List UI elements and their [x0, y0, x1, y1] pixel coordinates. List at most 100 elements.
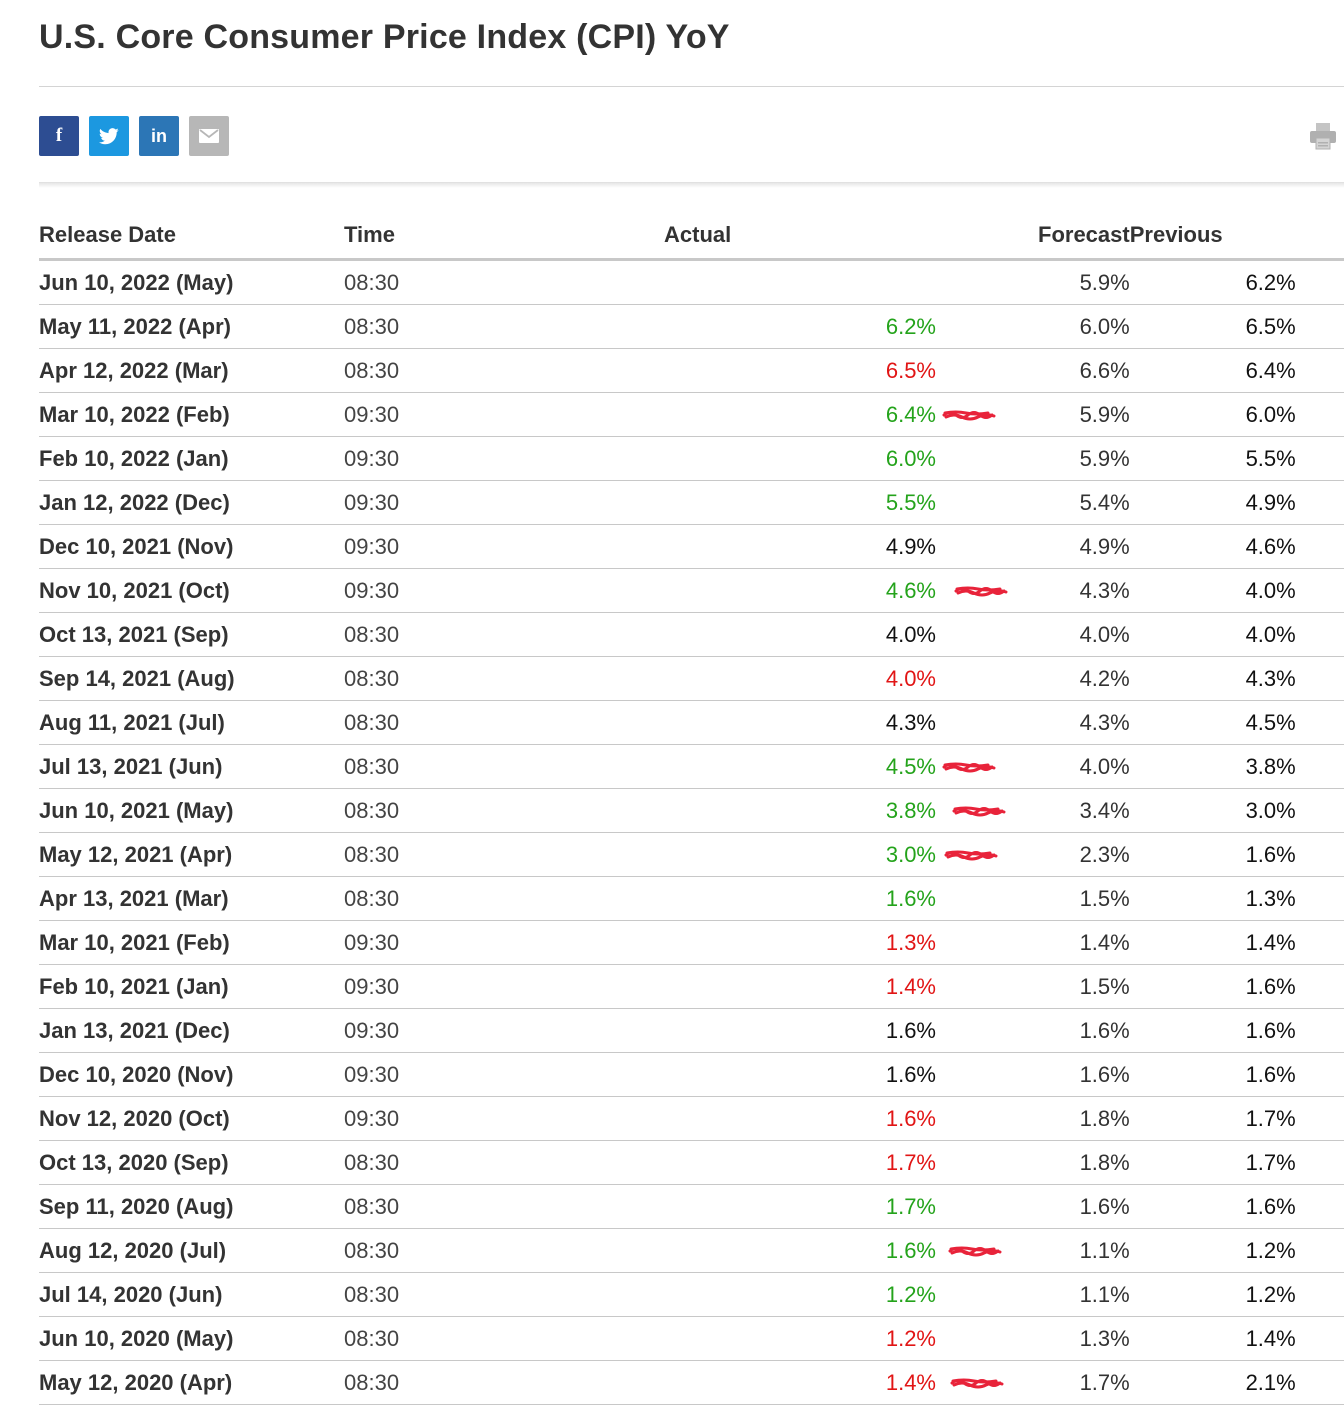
row-padding-cell — [1295, 259, 1344, 305]
table-row: Aug 11, 2021 (Jul) 08:30 4.3% 4.3% 4.5% — [39, 700, 1344, 745]
previous-value-cell: 1.2% — [1129, 1228, 1296, 1273]
release-time-cell: 08:30 — [344, 1228, 664, 1273]
release-date-cell: Sep 14, 2021 (Aug) — [39, 656, 344, 701]
forecast-value-cell: 4.0% — [1038, 612, 1130, 657]
printer-icon[interactable] — [1308, 121, 1338, 151]
actual-value-cell — [664, 259, 936, 305]
forecast-value-cell: 1.8% — [1038, 1140, 1130, 1185]
annotation-cell — [936, 392, 1038, 437]
row-padding-cell — [1295, 1140, 1344, 1185]
table-row: Sep 14, 2021 (Aug) 08:30 4.0% 4.2% 4.3% — [39, 656, 1344, 701]
forecast-value-cell: 5.9% — [1038, 392, 1130, 437]
annotation-cell — [936, 920, 1038, 965]
actual-value-cell: 1.4% — [664, 1360, 936, 1405]
column-header-padding — [1295, 212, 1344, 261]
table-row: Apr 13, 2021 (Mar) 08:30 1.6% 1.5% 1.3% — [39, 876, 1344, 921]
forecast-value-cell: 6.6% — [1038, 348, 1130, 393]
column-header-previous[interactable]: Previous — [1129, 212, 1296, 261]
column-header-release-date[interactable]: Release Date — [39, 212, 344, 261]
release-date-cell: Jul 14, 2020 (Jun) — [39, 1272, 344, 1317]
release-date-cell: May 11, 2022 (Apr) — [39, 304, 344, 349]
envelope-icon — [199, 129, 219, 143]
annotation-cell — [936, 259, 1038, 305]
forecast-value-cell: 5.4% — [1038, 480, 1130, 525]
release-time-cell: 09:30 — [344, 524, 664, 569]
annotation-cell — [936, 656, 1038, 701]
previous-value-cell: 3.8% — [1129, 744, 1296, 789]
annotation-cell — [936, 744, 1038, 789]
table-row: Feb 10, 2021 (Jan) 09:30 1.4% 1.5% 1.6% — [39, 964, 1344, 1009]
column-header-actual[interactable]: Actual — [664, 212, 936, 261]
annotation-cell — [936, 1096, 1038, 1141]
actual-value-cell: 4.0% — [664, 612, 936, 657]
annotation-cell — [936, 1228, 1038, 1273]
linkedin-share-button[interactable]: in — [139, 116, 179, 156]
forecast-value-cell: 5.9% — [1038, 436, 1130, 481]
twitter-share-button[interactable] — [89, 116, 129, 156]
red-scribble-mark — [950, 1378, 1004, 1388]
actual-value-cell: 4.0% — [664, 656, 936, 701]
previous-value-cell: 4.9% — [1129, 480, 1296, 525]
actual-value-cell: 1.6% — [664, 1052, 936, 1097]
column-header-forecast[interactable]: Forecast — [1038, 212, 1130, 261]
annotation-cell — [936, 1360, 1038, 1405]
forecast-value-cell: 4.2% — [1038, 656, 1130, 701]
release-time-cell: 09:30 — [344, 964, 664, 1009]
actual-value-cell: 6.5% — [664, 348, 936, 393]
previous-value-cell: 1.7% — [1129, 1096, 1296, 1141]
annotation-cell — [936, 832, 1038, 877]
email-share-button[interactable] — [189, 116, 229, 156]
release-time-cell: 08:30 — [344, 832, 664, 877]
table-header-row: Release Date Time Actual Forecast Previo… — [39, 212, 1344, 261]
row-padding-cell — [1295, 964, 1344, 1009]
row-padding-cell — [1295, 480, 1344, 525]
row-padding-cell — [1295, 656, 1344, 701]
previous-value-cell: 1.6% — [1129, 1184, 1296, 1229]
release-time-cell: 08:30 — [344, 1272, 664, 1317]
actual-value-cell: 6.2% — [664, 304, 936, 349]
release-time-cell: 08:30 — [344, 700, 664, 745]
table-row: Jan 12, 2022 (Dec) 09:30 5.5% 5.4% 4.9% — [39, 480, 1344, 525]
actual-value-cell: 1.6% — [664, 1096, 936, 1141]
release-time-cell: 08:30 — [344, 304, 664, 349]
release-time-cell: 08:30 — [344, 788, 664, 833]
table-row: Oct 13, 2020 (Sep) 08:30 1.7% 1.8% 1.7% — [39, 1140, 1344, 1185]
actual-value-cell: 4.5% — [664, 744, 936, 789]
previous-value-cell: 1.6% — [1129, 964, 1296, 1009]
forecast-value-cell: 4.9% — [1038, 524, 1130, 569]
column-header-time[interactable]: Time — [344, 212, 664, 261]
table-row: Oct 13, 2021 (Sep) 08:30 4.0% 4.0% 4.0% — [39, 612, 1344, 657]
toolbar-shadow — [39, 182, 1344, 188]
annotation-cell — [936, 964, 1038, 1009]
table-row: Dec 10, 2021 (Nov) 09:30 4.9% 4.9% 4.6% — [39, 524, 1344, 569]
row-padding-cell — [1295, 436, 1344, 481]
previous-value-cell: 6.2% — [1129, 259, 1296, 305]
share-toolbar: f in — [39, 116, 229, 156]
release-date-cell: May 12, 2021 (Apr) — [39, 832, 344, 877]
table-row: Jun 10, 2020 (May) 08:30 1.2% 1.3% 1.4% — [39, 1316, 1344, 1361]
red-scribble-mark — [954, 586, 1008, 596]
row-padding-cell — [1295, 1360, 1344, 1405]
release-date-cell: Jun 10, 2021 (May) — [39, 788, 344, 833]
release-date-cell: Apr 13, 2021 (Mar) — [39, 876, 344, 921]
row-padding-cell — [1295, 1008, 1344, 1053]
row-padding-cell — [1295, 1272, 1344, 1317]
red-scribble-mark — [942, 410, 996, 420]
release-time-cell: 08:30 — [344, 348, 664, 393]
annotation-cell — [936, 788, 1038, 833]
forecast-value-cell: 4.3% — [1038, 568, 1130, 613]
row-padding-cell — [1295, 700, 1344, 745]
actual-value-cell: 1.6% — [664, 1228, 936, 1273]
forecast-value-cell: 1.8% — [1038, 1096, 1130, 1141]
actual-value-cell: 1.6% — [664, 876, 936, 921]
previous-value-cell: 4.5% — [1129, 700, 1296, 745]
previous-value-cell: 6.4% — [1129, 348, 1296, 393]
previous-value-cell: 6.5% — [1129, 304, 1296, 349]
facebook-share-button[interactable]: f — [39, 116, 79, 156]
row-padding-cell — [1295, 744, 1344, 789]
annotation-cell — [936, 304, 1038, 349]
release-time-cell: 08:30 — [344, 1316, 664, 1361]
actual-value-cell: 3.8% — [664, 788, 936, 833]
previous-value-cell: 3.0% — [1129, 788, 1296, 833]
forecast-value-cell: 4.3% — [1038, 700, 1130, 745]
